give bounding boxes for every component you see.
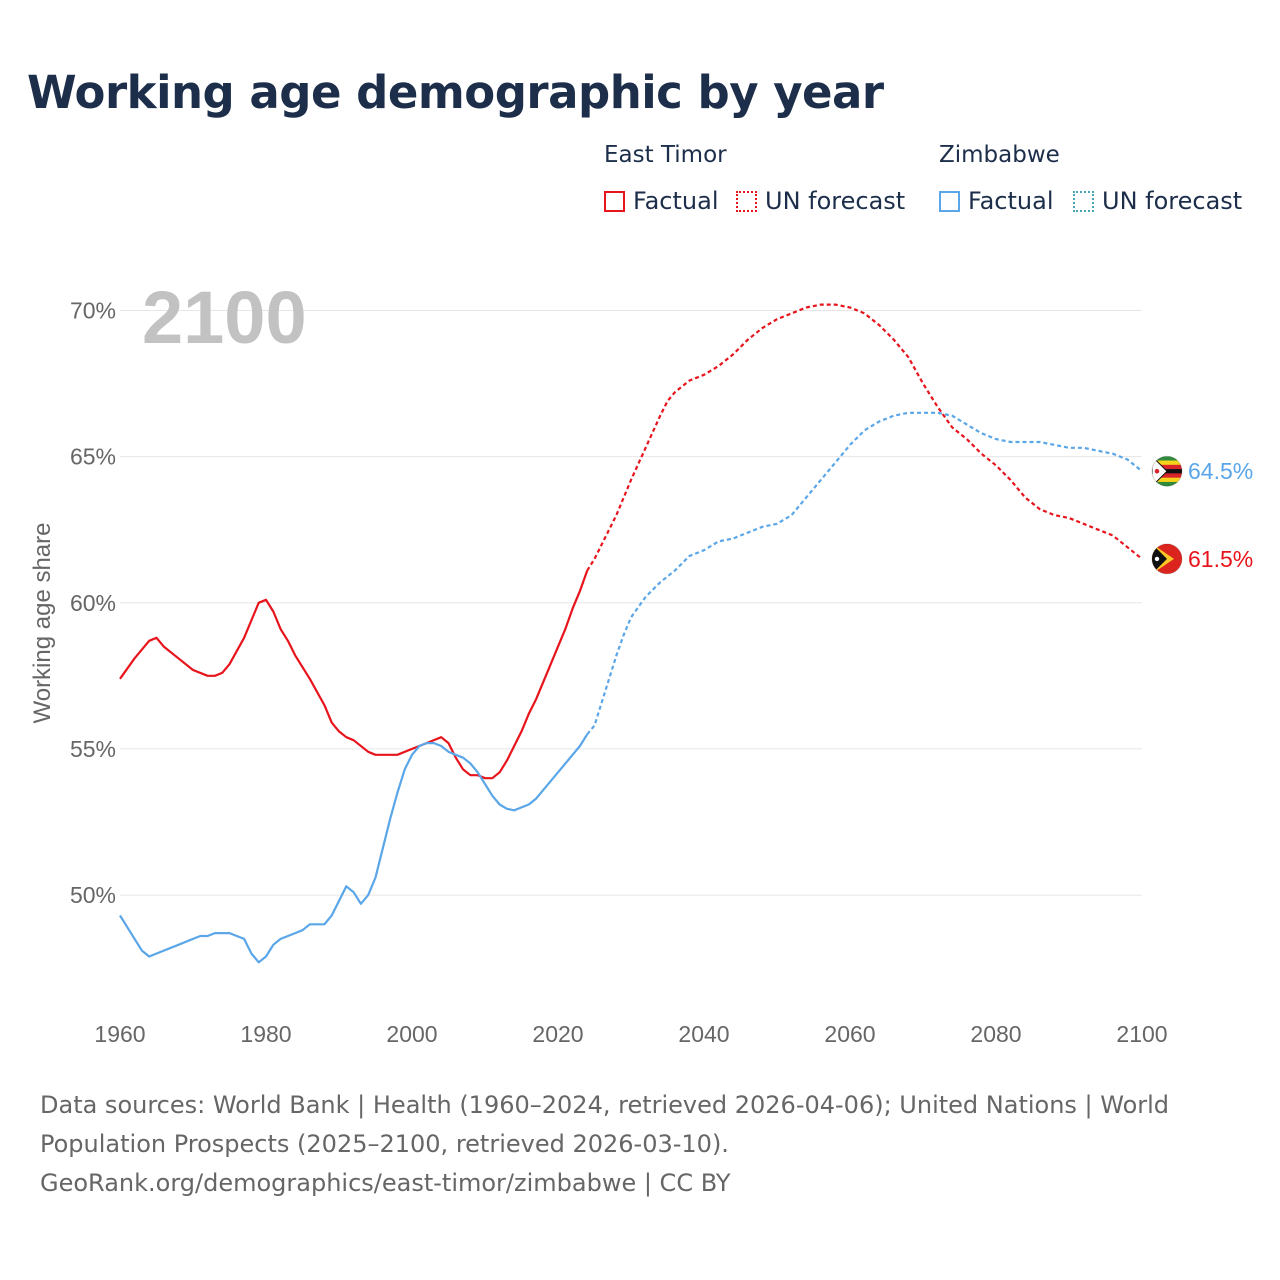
- legend-item-east-timor-forecast[interactable]: UN forecast: [736, 186, 905, 216]
- footer-line: Data sources: World Bank | Health (1960–…: [40, 1091, 1170, 1119]
- y-tick-label: 50%: [70, 882, 116, 908]
- y-tick-label: 55%: [70, 736, 116, 762]
- x-tick-label: 2000: [386, 1021, 437, 1047]
- x-axis: 1960 1980 2000 2020 2040 2060 2080 2100: [94, 1021, 1167, 1047]
- x-tick-label: 2020: [532, 1021, 583, 1047]
- x-tick-label: 2080: [970, 1021, 1021, 1047]
- series-line-east-timor-forecast: [586, 303, 1143, 572]
- series-line-zimbabwe-forecast: [586, 411, 1143, 736]
- year-watermark: 2100: [142, 276, 307, 359]
- y-tick-label: 60%: [70, 590, 116, 616]
- end-value-label-zimbabwe: 64.5%: [1188, 458, 1253, 484]
- x-tick-label: 1960: [94, 1021, 145, 1047]
- legend-swatch-solid: [939, 190, 960, 212]
- x-tick-label: 2060: [824, 1021, 875, 1047]
- x-tick-label: 2100: [1116, 1021, 1167, 1047]
- y-tick-label: 65%: [70, 444, 116, 470]
- end-labels: 61.5% 64.5%: [1151, 455, 1253, 575]
- legend-swatch-dotted: [1073, 190, 1094, 212]
- flag-zimbabwe-icon: [1151, 455, 1183, 487]
- footer-sources: Data sources: World Bank | Health (1960–…: [40, 1086, 1220, 1203]
- gridlines: [120, 309, 1142, 896]
- end-value-label-east-timor: 61.5%: [1188, 546, 1253, 572]
- series-line-east-timor-factual: [119, 570, 589, 780]
- legend-swatch-dotted: [736, 190, 757, 212]
- legend-group-title-zimbabwe: Zimbabwe: [939, 142, 1060, 168]
- x-tick-label: 2040: [678, 1021, 729, 1047]
- legend-label: Factual: [633, 187, 719, 215]
- line-chart: 2100 50% 55% 60% 65% 70% 1960 1980 2000 2020 204…: [29, 276, 1253, 1047]
- legend-item-zimbabwe-forecast[interactable]: UN forecast: [1073, 186, 1242, 216]
- y-axis: 50% 55% 60% 65% 70%: [70, 297, 116, 908]
- x-tick-label: 1980: [240, 1021, 291, 1047]
- y-axis-title: Working age share: [29, 523, 56, 724]
- y-tick-label: 70%: [70, 297, 116, 323]
- legend-zimbabwe: Zimbabwe Factual UN forecast: [939, 142, 1269, 222]
- flag-east-timor-icon: [1151, 543, 1183, 575]
- legend-label: UN forecast: [1102, 187, 1243, 215]
- footer-line: Population Prospects (2025–2100, retriev…: [40, 1130, 729, 1158]
- legend-swatch-solid: [604, 190, 625, 212]
- series: [119, 303, 1143, 964]
- footer-link[interactable]: GeoRank.org/demographics/east-timor/zimb…: [40, 1169, 731, 1197]
- legend-group-title-east-timor: East Timor: [604, 142, 727, 168]
- legend-east-timor: East Timor Factual UN forecast: [604, 142, 924, 222]
- chart-title: Working age demographic by year: [27, 66, 884, 119]
- legend-item-east-timor-factual[interactable]: Factual: [604, 186, 719, 216]
- legend-label: Factual: [968, 187, 1054, 215]
- legend-item-zimbabwe-factual[interactable]: Factual: [939, 186, 1054, 216]
- legend-label: UN forecast: [765, 187, 906, 215]
- series-line-zimbabwe-factual: [119, 733, 589, 964]
